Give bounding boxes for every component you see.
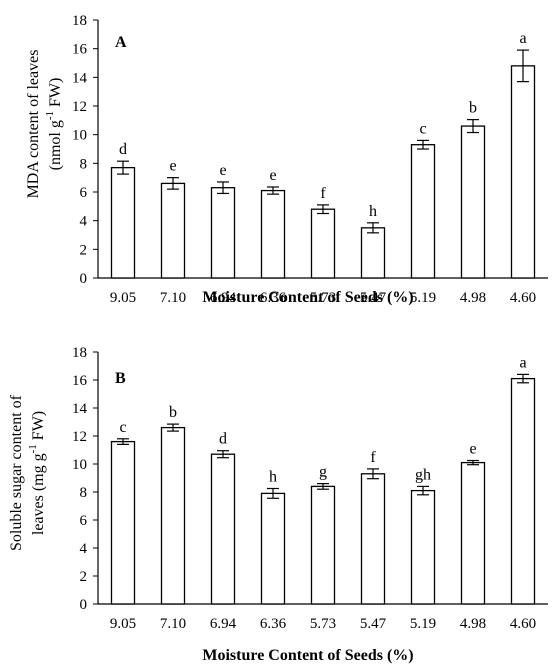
panel-a-x-tick-label: 9.05 (110, 290, 136, 306)
panel-b-x-axis-label: Moisture Content of Seeds (%) (202, 647, 413, 664)
panel-a-bar (110, 166, 136, 279)
panel-b-y-tick-label: 16 (72, 373, 88, 389)
panel-a-significance-label: f (320, 185, 326, 202)
panel-a-y-tick-label: 12 (72, 99, 87, 115)
panel-b-bar (260, 492, 286, 605)
panel-a-bar (410, 144, 436, 279)
panel-a-bar (460, 125, 486, 279)
panel-b-y-tick-label: 6 (80, 513, 88, 529)
panel-a: A MDA content of leaves (nmol g-1 FW) Mo… (25, 13, 548, 306)
panel-a-bar (510, 65, 536, 279)
panel-a-bar (160, 182, 186, 279)
panel-b-bar (360, 473, 386, 605)
panel-b-significance-label: d (219, 431, 227, 448)
panel-a-ylabel-line2: (nmol g-1 FW) (44, 78, 64, 171)
panel-b-significance-label: h (269, 469, 277, 486)
panel-b-y-tick-label: 14 (72, 401, 88, 417)
panel-a-bar (260, 189, 286, 279)
panel-a-x-tick-label: 5.73 (310, 290, 336, 306)
panel-b-bar (210, 453, 236, 605)
panel-a-y-tick-label: 4 (80, 214, 88, 230)
panel-a-significance-label: e (269, 167, 276, 184)
panel-a-y-tick-label: 6 (80, 185, 88, 201)
panel-a-significance-label: d (119, 141, 127, 158)
panel-a-y-tick-label: 0 (80, 271, 88, 287)
panel-a-x-tick-label: 4.60 (510, 290, 536, 306)
panel-b-y-tick-label: 2 (80, 569, 88, 585)
panel-a-significance-label: h (369, 203, 377, 220)
panel-b-y-tick-label: 18 (72, 345, 87, 361)
panel-b-y-tick-label: 0 (80, 597, 88, 613)
panel-b-x-tick-label: 6.94 (210, 616, 237, 632)
panel-a-x-tick-label: 5.47 (360, 290, 387, 306)
panel-a-bar (310, 208, 336, 279)
panel-b-x-tick-label: 6.36 (260, 616, 287, 632)
panel-b-x-tick-label: 5.19 (410, 616, 436, 632)
panel-a-x-tick-label: 6.36 (260, 290, 287, 306)
panel-b-significance-label: f (370, 449, 376, 466)
panel-b-bar (310, 485, 336, 605)
panel-a-y-tick-label: 16 (72, 42, 88, 58)
panel-b-y-tick-label: 8 (80, 485, 88, 501)
panel-b-x-tick-label: 5.73 (310, 616, 336, 632)
panel-a-ylabel-line1: MDA content of leaves (25, 50, 42, 199)
panel-b-significance-label: g (319, 464, 327, 481)
panel-a-y-tick-label: 14 (72, 70, 88, 86)
panel-b-label: B (115, 370, 126, 387)
panel-a-x-axis-label: Moisture Content of Seeds (%) (202, 289, 413, 306)
panel-b-y-tick-label: 4 (80, 541, 88, 557)
panel-b-ylabel-unit: leaves (mg g (30, 453, 47, 535)
panel-a-x-tick-label: 6.94 (210, 290, 237, 306)
panel-a-y-axis-label: MDA content of leaves (nmol g-1 FW) (25, 50, 64, 199)
panel-b-significance-label: c (119, 419, 126, 436)
panel-a-bar (360, 227, 386, 279)
panel-a-label: A (115, 34, 127, 51)
panel-b-x-tick-label: 4.60 (510, 616, 536, 632)
panel-b-significance-label: gh (415, 466, 431, 483)
panel-b-y-tick-label: 12 (72, 429, 87, 445)
panel-a-x-tick-label: 7.10 (160, 290, 186, 306)
panel-b-x-tick-label: 9.05 (110, 616, 136, 632)
panel-a-ylabel-unit: (nmol g (47, 120, 64, 170)
panel-a-y-tick-label: 8 (80, 156, 88, 172)
panel-a-y-tick-label: 10 (72, 128, 87, 144)
panel-a-ylabel-exponent: -1 (44, 111, 56, 120)
panel-b-bar (160, 426, 186, 605)
panel-b-ylabel-unit-end: FW) (30, 411, 47, 444)
panel-a-y-tick-label: 18 (72, 13, 87, 29)
panel-b-bar (510, 377, 536, 605)
panel-a-significance-label: a (519, 30, 526, 47)
panel-b-significance-label: e (469, 441, 476, 458)
panel-a-significance-label: e (219, 162, 226, 179)
panel-b-ylabel-line1: Soluble sugar content of (8, 394, 25, 551)
panel-a-ylabel-unit-end: FW) (47, 78, 64, 111)
panel-b-y-tick-label: 10 (72, 457, 87, 473)
panel-b-x-tick-label: 4.98 (460, 616, 486, 632)
panel-b-bar (110, 440, 136, 605)
panel-b-y-axis-label: Soluble sugar content of leaves (mg g-1 … (8, 394, 47, 551)
panel-a-significance-label: e (169, 158, 176, 175)
panel-a-y-tick-label: 2 (80, 242, 88, 258)
panel-b-ylabel-exponent: -1 (27, 444, 39, 453)
panel-b-x-tick-label: 7.10 (160, 616, 186, 632)
panel-b: B Soluble sugar content of leaves (mg g-… (8, 345, 548, 664)
panel-b-bar (460, 461, 486, 605)
panel-a-significance-label: c (419, 120, 426, 137)
panel-a-significance-label: b (469, 100, 477, 117)
panel-a-bar (210, 187, 236, 279)
panel-b-x-tick-label: 5.47 (360, 616, 387, 632)
panel-a-x-tick-label: 5.19 (410, 290, 436, 306)
panel-b-bar (410, 489, 436, 605)
panel-b-significance-label: a (519, 354, 526, 371)
panel-b-ylabel-line2: leaves (mg g-1 FW) (27, 411, 47, 535)
panel-b-significance-label: b (169, 404, 177, 421)
panel-a-x-tick-label: 4.98 (460, 290, 486, 306)
